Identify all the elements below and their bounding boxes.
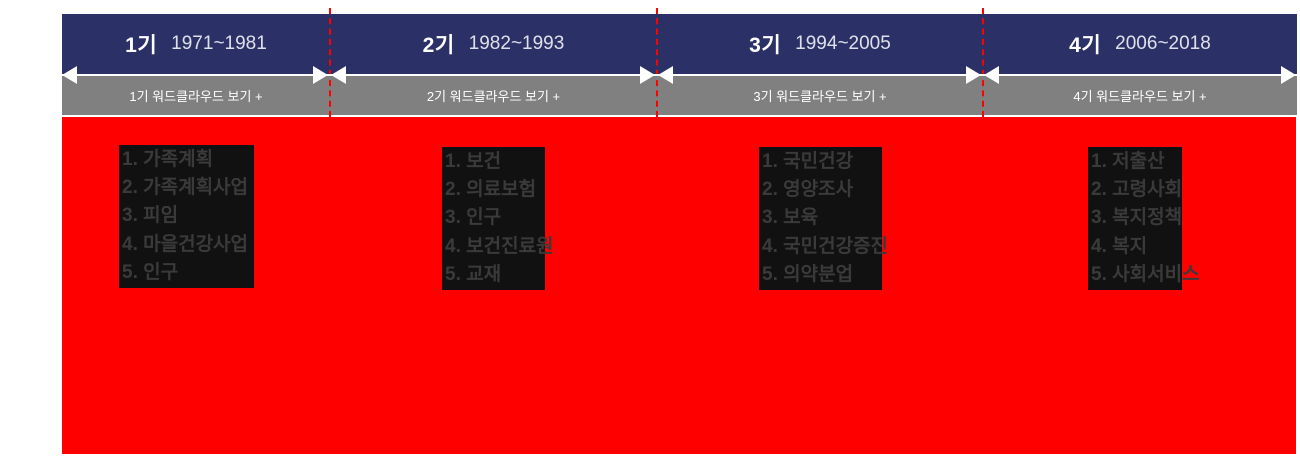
period-label: 3기 [749,34,782,57]
arrowhead-left-icon [331,66,346,84]
period-header: 3기 1994~2005 [657,14,983,74]
keyword-item: 1. 가족계획 [122,149,214,170]
period-label: 4기 [1069,34,1102,57]
timeline-section-1: 1기 1971~1981 1기 워드클라우드 보기 + [62,14,330,115]
keyword-item: 4. 국민건강증진 [762,235,889,257]
keyword-item: 1. 국민건강 [762,151,854,172]
period-header: 4기 2006~2018 [983,14,1297,74]
keyword-item: 5. 인구 [122,261,179,283]
section-divider-dashed-line [656,8,658,117]
arrowhead-right-icon [640,66,655,84]
keyword-rank-box: 1. 저출산 2. 고령사회 3. 복지정책 4. 복지 5. 사회서비스 [1088,147,1200,290]
period-header: 2기 1982~1993 [330,14,657,74]
period-header-bar [62,14,1297,74]
keyword-rank-box: 1. 국민건강 2. 영양조사 3. 보육 4. 국민건강증진 5. 의약분업 [759,147,889,290]
keyword-item: 3. 복지정책 [1091,207,1183,229]
keyword-item: 4. 복지 [1091,235,1148,257]
keyword-item: 1. 보건 [445,151,502,172]
section-divider-dashed-line [329,8,331,117]
keyword-item: 1. 저출산 [1091,151,1165,172]
wordcloud-button-bar [62,76,1297,115]
period-header: 1기 1971~1981 [62,14,330,74]
keyword-item: 5. 교재 [445,263,502,285]
period-years: 2006~2018 [1115,33,1211,54]
timeline-section-2: 2기 1982~1993 2기 워드클라우드 보기 + [330,14,657,115]
keyword-item: 4. 보건진료원 [445,235,554,257]
keyword-item: 5. 사회서비스 [1091,263,1200,285]
period-years: 1982~1993 [468,33,565,54]
timeline-arrow-shaft [62,74,1297,76]
keyword-item: 2. 의료보험 [445,179,537,201]
section-divider-dashed-line [982,8,984,117]
wordcloud-button[interactable]: 4기 워드클라우드 보기 + [1073,89,1207,104]
arrowhead-left-icon [62,66,77,84]
arrowhead-right-icon [313,66,328,84]
keyword-rank-box: 1. 보건 2. 의료보험 3. 인구 4. 보건진료원 5. 교재 [442,147,554,290]
wordcloud-button[interactable]: 1기 워드클라우드 보기 + [129,89,263,104]
keyword-rank-box: 1. 가족계획 2. 가족계획사업 3. 피임 4. 마을건강사업 5. 인구 [119,145,254,288]
wordcloud-button[interactable]: 2기 워드클라우드 보기 + [426,89,561,104]
keyword-item: 3. 보육 [762,207,819,229]
period-years: 1994~2005 [795,33,891,54]
period-label: 1기 [125,34,158,57]
arrowhead-left-icon [658,66,673,84]
arrowhead-left-icon [984,66,999,84]
keyword-item: 3. 피임 [122,205,179,227]
keyword-item: 5. 의약분업 [762,263,854,285]
keyword-item: 2. 가족계획사업 [122,177,249,199]
timeline-section-4: 4기 2006~2018 4기 워드클라우드 보기 + [983,14,1297,115]
wordcloud-button[interactable]: 3기 워드클라우드 보기 + [753,89,887,104]
keyword-item: 3. 인구 [445,207,502,229]
keyword-item: 4. 마을건강사업 [122,233,249,255]
timeline-section-3: 3기 1994~2005 3기 워드클라우드 보기 + [657,14,983,115]
arrowhead-right-icon [1281,66,1296,84]
arrowhead-right-icon [966,66,981,84]
period-years: 1971~1981 [171,33,267,54]
keyword-item: 2. 고령사회 [1091,179,1183,201]
period-label: 2기 [422,34,455,57]
keyword-item: 2. 영양조사 [762,179,854,201]
